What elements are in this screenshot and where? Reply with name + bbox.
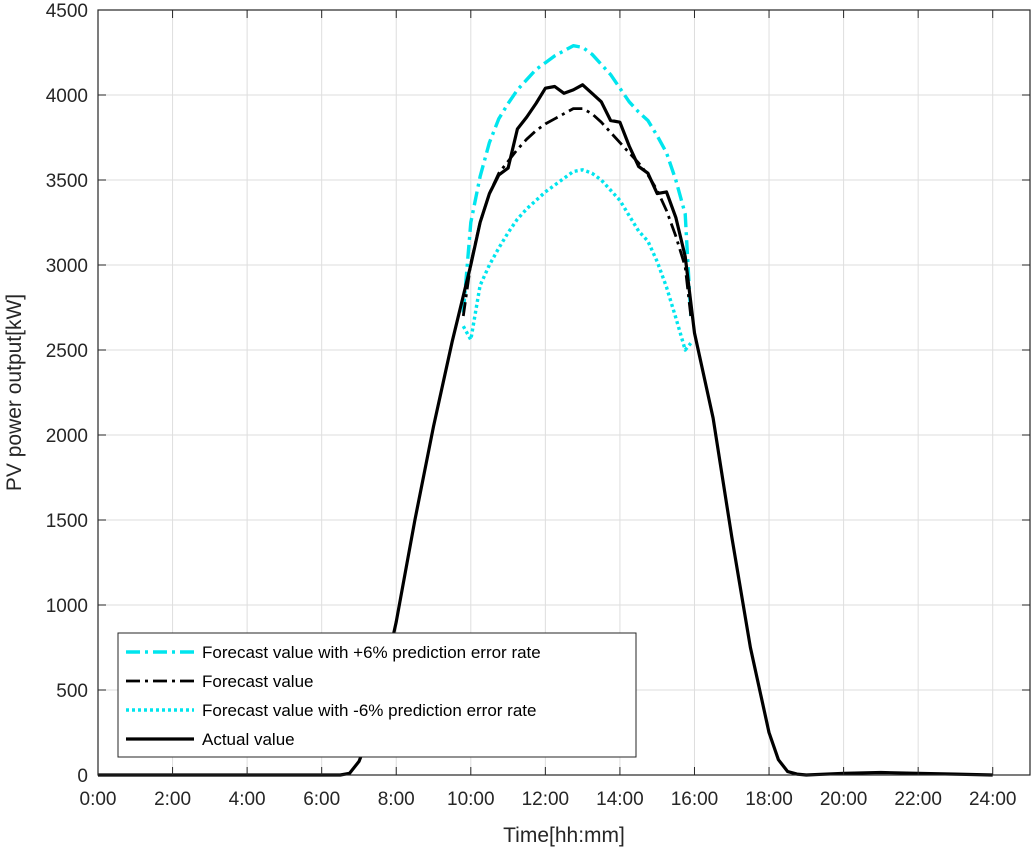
x-tick-label: 12:00: [522, 789, 570, 810]
x-tick-label: 22:00: [894, 789, 942, 810]
x-tick-label: 0:00: [80, 789, 117, 810]
series-line-3: [461, 168, 693, 352]
y-tick-label: 0: [77, 766, 88, 787]
legend-label-1: Forecast value with +6% prediction error…: [202, 643, 541, 662]
x-tick-label: 20:00: [820, 789, 868, 810]
axis-ticks: 0:00 2:00 4:00 6:00 8:00 10:00 12:00 14:00 16:00…: [46, 1, 1030, 810]
x-tick-label: 6:00: [303, 789, 340, 810]
legend-box: [117, 632, 637, 758]
x-tick-label: 24:00: [969, 789, 1017, 810]
plot-frame: [97, 9, 1031, 776]
x-tick-label: 18:00: [745, 789, 793, 810]
legend: Forecast value with +6% prediction error…: [117, 632, 637, 758]
x-tick-label: 4:00: [229, 789, 266, 810]
y-tick-label: 2000: [46, 426, 88, 447]
x-tick-label: 2:00: [154, 789, 191, 810]
x-tick-label: 10:00: [447, 789, 495, 810]
legend-label-3: Forecast value with -6% prediction error…: [202, 701, 536, 720]
y-tick-label: 4000: [46, 86, 88, 107]
series-line-1: [461, 44, 693, 317]
y-tick-label: 1500: [46, 511, 88, 532]
series-lines: [98, 44, 993, 777]
x-tick-label: 14:00: [596, 789, 644, 810]
x-axis-title: Time[hh:mm]: [503, 824, 625, 847]
y-tick-label: 3000: [46, 256, 88, 277]
x-tick-label: 16:00: [671, 789, 719, 810]
legend-label-2: Forecast value: [202, 672, 314, 691]
y-tick-label: 1000: [46, 596, 88, 617]
series-line-2: [461, 107, 693, 317]
legend-label-4: Actual value: [202, 730, 295, 749]
series-line-4: [98, 83, 993, 777]
y-tick-label: 4500: [46, 1, 88, 22]
y-axis-title: PV power output[kW]: [3, 294, 26, 491]
y-tick-label: 2500: [46, 341, 88, 362]
y-tick-label: 500: [56, 681, 88, 702]
x-tick-label: 8:00: [378, 789, 415, 810]
y-tick-label: 3500: [46, 171, 88, 192]
